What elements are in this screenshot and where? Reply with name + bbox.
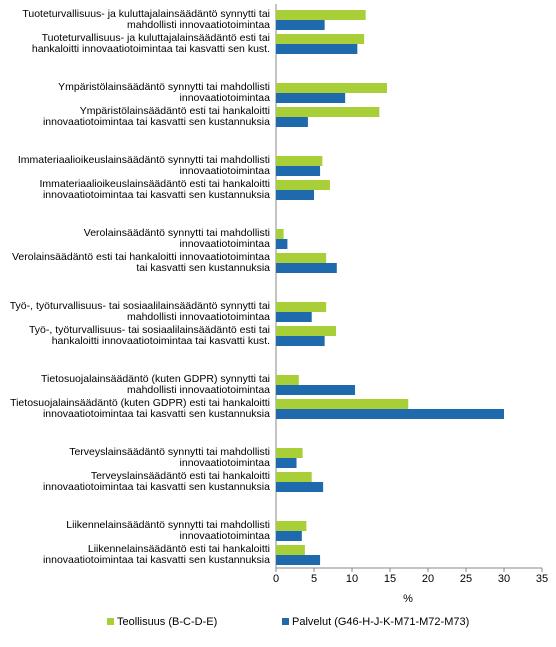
y-tick-label: Terveyslainsäädäntö esti tai hankaloitti… (42, 470, 270, 493)
bar (276, 263, 337, 273)
y-tick-label: Tuoteturvallisuus- ja kuluttajalainsäädä… (22, 8, 270, 31)
category-label-box: Terveyslainsäädäntö synnytti tai mahdoll… (69, 446, 270, 469)
category-label-box: Tuoteturvallisuus- ja kuluttajalainsäädä… (22, 8, 270, 31)
bar (276, 545, 305, 555)
bar (276, 521, 307, 531)
bar (276, 448, 303, 458)
bar (276, 117, 308, 127)
y-tick-label: Työ-, työturvallisuus- tai sosiaalilains… (9, 300, 270, 323)
bar (276, 253, 327, 263)
bar (276, 385, 356, 395)
y-tick-label: Tietosuojalainsäädäntö (kuten GDPR) esti… (10, 397, 270, 420)
category-label-box: Tietosuojalainsäädäntö (kuten GDPR) esti… (10, 397, 270, 420)
legend-label: Teollisuus (B-C-D-E) (117, 616, 217, 628)
bar (276, 34, 365, 44)
category-label-box: Terveyslainsäädäntö esti tai hankaloitti… (42, 470, 270, 493)
category-label-box: Liikennelainsäädäntö esti tai hankaloitt… (42, 543, 270, 566)
bar (276, 472, 312, 482)
bar (276, 44, 358, 54)
category-label-box: Immateriaalioikeuslainsäädäntö synnytti … (17, 154, 270, 177)
x-tick-label: 20 (422, 573, 434, 585)
y-tick-label: Verolainsäädäntö synnytti tai mahdollist… (83, 227, 270, 250)
x-tick-label: 25 (460, 573, 472, 585)
bar (276, 156, 323, 166)
bar (276, 166, 321, 176)
y-tick-label: Immateriaalioikeuslainsäädäntö synnytti … (17, 154, 270, 177)
bar (276, 482, 324, 492)
bar (276, 555, 321, 565)
y-tick-label: Verolainsäädäntö esti tai hankaloitti in… (11, 251, 270, 274)
category-label-box: Tuoteturvallisuus- ja kuluttajalainsäädä… (31, 32, 270, 55)
bar (276, 531, 302, 541)
category-label-box: Verolainsäädäntö synnytti tai mahdollist… (83, 227, 270, 250)
legend-label: Palvelut (G46-H-J-K-M71-M72-M73) (292, 616, 469, 628)
x-tick-label: 30 (498, 573, 510, 585)
y-tick-label: Ympäristölainsäädäntö esti tai hankaloit… (42, 105, 270, 128)
bar (276, 107, 380, 117)
y-tick-label: Liikennelainsäädäntö esti tai hankaloitt… (42, 543, 270, 566)
x-tick-label: 15 (384, 573, 396, 585)
y-tick-label: Työ-, työturvallisuus- tai sosiaalilains… (28, 324, 270, 347)
x-tick-label: 5 (311, 573, 317, 585)
bar (276, 302, 327, 312)
category-label-box: Immateriaalioikeuslainsäädäntö esti tai … (39, 178, 270, 201)
y-tick-label: Immateriaalioikeuslainsäädäntö esti tai … (39, 178, 270, 201)
category-label-box: Työ-, työturvallisuus- tai sosiaalilains… (9, 300, 270, 323)
bar (276, 312, 312, 322)
bar (276, 190, 314, 200)
y-tick-label: Terveyslainsäädäntö synnytti tai mahdoll… (69, 446, 270, 469)
bar (276, 458, 297, 468)
bar (276, 229, 284, 239)
legend-swatch (107, 618, 114, 625)
bar (276, 180, 330, 190)
x-tick-label: 35 (536, 573, 548, 585)
x-tick-label: 0 (273, 573, 279, 585)
bar (276, 93, 346, 103)
category-label-box: Tietosuojalainsäädäntö (kuten GDPR) synn… (41, 373, 270, 396)
x-axis-label: % (403, 593, 413, 605)
bar (276, 326, 337, 336)
bar (276, 409, 504, 419)
y-tick-label: Tuoteturvallisuus- ja kuluttajalainsäädä… (31, 32, 270, 55)
category-label-box: Työ-, työturvallisuus- tai sosiaalilains… (28, 324, 270, 347)
y-tick-label: Tietosuojalainsäädäntö (kuten GDPR) synn… (41, 373, 270, 396)
y-tick-label: Ympäristölainsäädäntö synnytti tai mahdo… (58, 81, 270, 104)
bar (276, 20, 325, 30)
bar (276, 336, 325, 346)
bar (276, 83, 387, 93)
y-tick-label: Liikennelainsäädäntö synnytti tai mahdol… (66, 519, 270, 542)
bar (276, 399, 409, 409)
bar (276, 10, 366, 20)
x-tick-label: 10 (346, 573, 358, 585)
legend-swatch (282, 618, 289, 625)
category-label-box: Ympäristölainsäädäntö synnytti tai mahdo… (58, 81, 270, 104)
bar (276, 375, 299, 385)
category-label-box: Ympäristölainsäädäntö esti tai hankaloit… (42, 105, 270, 128)
category-label-box: Liikennelainsäädäntö synnytti tai mahdol… (66, 519, 270, 542)
bar (276, 239, 288, 249)
category-label-box: Verolainsäädäntö esti tai hankaloitti in… (11, 251, 270, 274)
